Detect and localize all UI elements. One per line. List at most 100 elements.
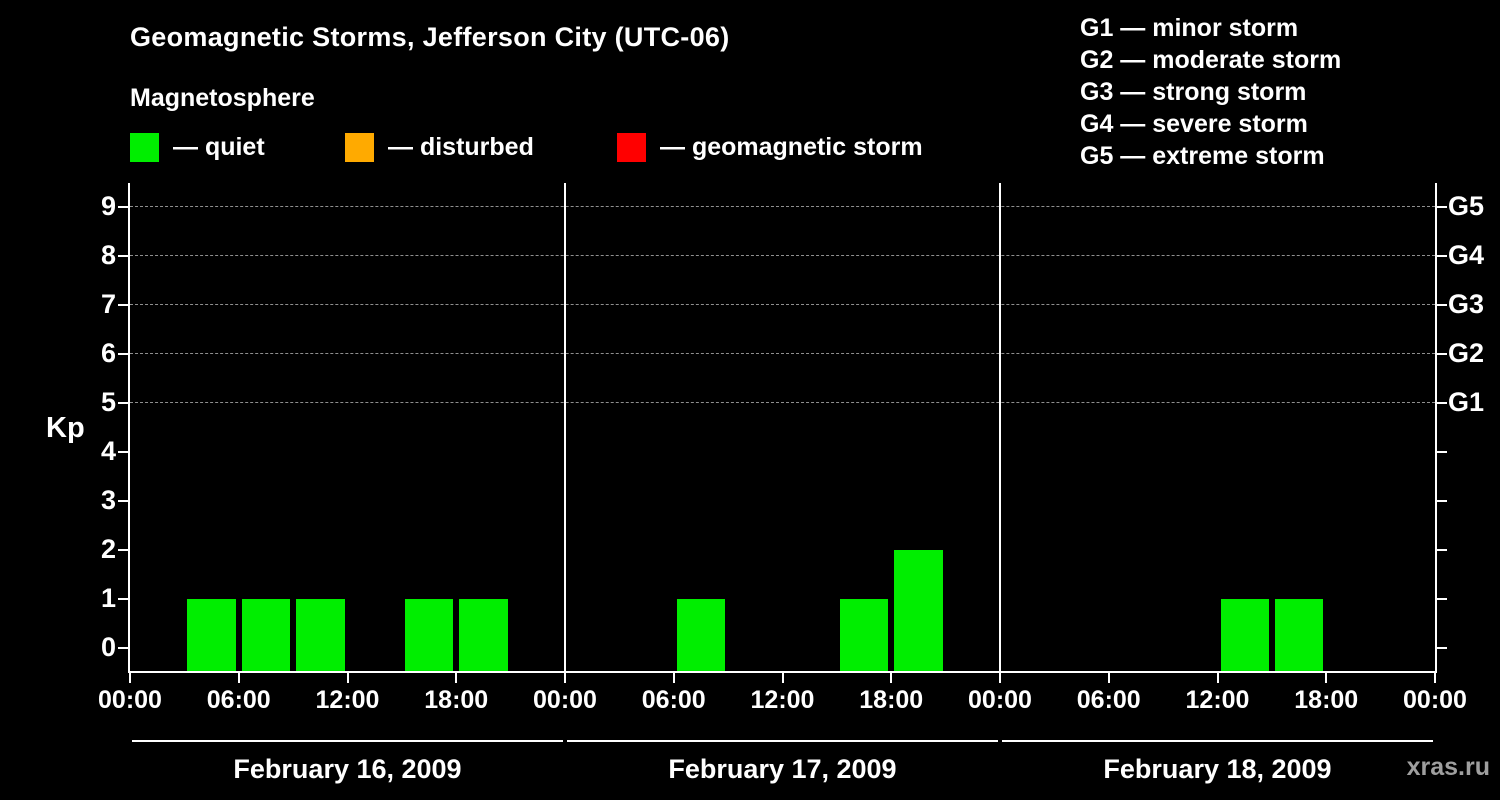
date-bracket-line xyxy=(1002,740,1433,742)
kp-bar xyxy=(296,598,345,671)
kp-bar xyxy=(894,549,943,671)
y-tick-label: 6 xyxy=(100,338,116,369)
x-tick xyxy=(781,673,784,683)
date-bracket-line xyxy=(567,740,998,742)
x-tick xyxy=(1107,673,1110,683)
watermark: xras.ru xyxy=(1406,753,1490,781)
chart-title: Geomagnetic Storms, Jefferson City (UTC-… xyxy=(130,22,730,52)
right-axis-label-g5: G5 xyxy=(1448,191,1485,222)
y-tick xyxy=(118,353,130,356)
y-tick xyxy=(118,402,130,405)
y-tick xyxy=(118,499,130,502)
legend-swatch-quiet xyxy=(130,133,159,162)
y-tick-label: 3 xyxy=(100,484,116,515)
kp-bar xyxy=(1274,598,1324,671)
date-label: February 17, 2009 xyxy=(668,754,897,784)
g-scale-item-g5: G5 — extreme storm xyxy=(1080,142,1325,170)
y-axis-line xyxy=(128,183,130,672)
grid-line-g4 xyxy=(130,255,1435,257)
x-tick xyxy=(346,673,349,683)
right-axis-line xyxy=(1435,183,1437,672)
y-tick xyxy=(1435,499,1447,502)
y-tick xyxy=(118,450,130,453)
legend-swatch-disturbed xyxy=(345,133,374,162)
x-tick xyxy=(1325,673,1328,683)
y-tick xyxy=(1435,353,1447,356)
g-scale-item-g1: G1 — minor storm xyxy=(1080,14,1299,42)
y-tick-label: 0 xyxy=(100,631,116,662)
y-axis-label: Kp xyxy=(46,412,85,444)
y-tick xyxy=(118,646,130,649)
y-tick-label: 5 xyxy=(100,387,116,418)
y-tick xyxy=(1435,402,1447,405)
x-tick-label: 18:00 xyxy=(859,686,924,714)
y-tick xyxy=(1435,255,1447,258)
y-tick xyxy=(118,548,130,551)
y-tick-label: 2 xyxy=(100,533,116,564)
legend-item-storm: — geomagnetic storm xyxy=(617,133,923,162)
y-tick xyxy=(118,206,130,209)
y-tick-label: 9 xyxy=(100,191,116,222)
kp-bar xyxy=(1220,598,1269,671)
g-scale-item-g3: G3 — strong storm xyxy=(1080,78,1307,106)
y-tick xyxy=(1435,597,1447,600)
y-tick-label: 1 xyxy=(100,582,116,613)
right-axis-label-g3: G3 xyxy=(1448,289,1485,320)
x-tick-label: 12:00 xyxy=(315,686,380,714)
x-tick xyxy=(129,673,131,683)
g-scale-legend: G1 — minor storm G2 — moderate storm G3 — … xyxy=(1080,12,1341,172)
x-tick xyxy=(237,673,240,683)
kp-bar xyxy=(404,598,454,671)
right-axis-label-g2: G2 xyxy=(1448,338,1485,369)
x-tick-label: 06:00 xyxy=(1076,686,1141,714)
kp-bar xyxy=(459,598,508,671)
x-tick xyxy=(564,673,566,683)
y-tick xyxy=(1435,548,1447,551)
grid-line-g3 xyxy=(130,304,1435,306)
grid-line-g2 xyxy=(130,353,1435,355)
legend-label-quiet: — quiet xyxy=(173,133,265,161)
kp-bar xyxy=(839,598,889,671)
x-tick xyxy=(1216,673,1219,683)
date-bracket-line xyxy=(132,740,563,742)
legend-label-disturbed: — disturbed xyxy=(388,133,534,161)
kp-bar xyxy=(187,598,236,671)
legend-swatch-storm xyxy=(617,133,646,162)
date-label: February 16, 2009 xyxy=(233,754,462,784)
x-tick-label: 12:00 xyxy=(1185,686,1250,714)
magnetosphere-legend-title: Magnetosphere xyxy=(130,84,315,112)
x-tick xyxy=(999,673,1001,683)
kp-bar xyxy=(676,598,726,671)
y-tick xyxy=(118,255,130,258)
kp-bar xyxy=(241,598,291,671)
x-tick-label: 12:00 xyxy=(750,686,815,714)
date-label: February 18, 2009 xyxy=(1103,754,1332,784)
x-tick-label: 00:00 xyxy=(1403,686,1467,714)
right-axis-label-g4: G4 xyxy=(1448,240,1485,271)
x-tick-label: 00:00 xyxy=(98,686,162,714)
x-tick xyxy=(890,673,893,683)
x-tick xyxy=(455,673,458,683)
x-tick xyxy=(672,673,675,683)
day-separator xyxy=(564,183,566,672)
x-tick-label: 00:00 xyxy=(968,686,1032,714)
x-tick-label: 00:00 xyxy=(533,686,597,714)
y-tick xyxy=(118,304,130,307)
right-axis-label-g1: G1 xyxy=(1448,387,1485,418)
x-tick xyxy=(1434,673,1436,683)
legend-item-disturbed: — disturbed xyxy=(345,133,534,162)
y-tick xyxy=(1435,206,1447,209)
y-tick-label: 4 xyxy=(100,435,116,466)
day-separator xyxy=(999,183,1001,672)
x-tick-label: 06:00 xyxy=(641,686,706,714)
legend-label-storm: — geomagnetic storm xyxy=(660,133,923,161)
grid-line-g1 xyxy=(130,402,1435,404)
x-tick-label: 18:00 xyxy=(424,686,489,714)
grid-line-g5 xyxy=(130,206,1435,208)
legend-item-quiet: — quiet xyxy=(130,133,265,162)
x-tick-label: 18:00 xyxy=(1294,686,1359,714)
y-tick xyxy=(1435,450,1447,453)
g-scale-item-g4: G4 — severe storm xyxy=(1080,110,1308,138)
y-tick xyxy=(1435,304,1447,307)
x-tick-label: 06:00 xyxy=(206,686,271,714)
